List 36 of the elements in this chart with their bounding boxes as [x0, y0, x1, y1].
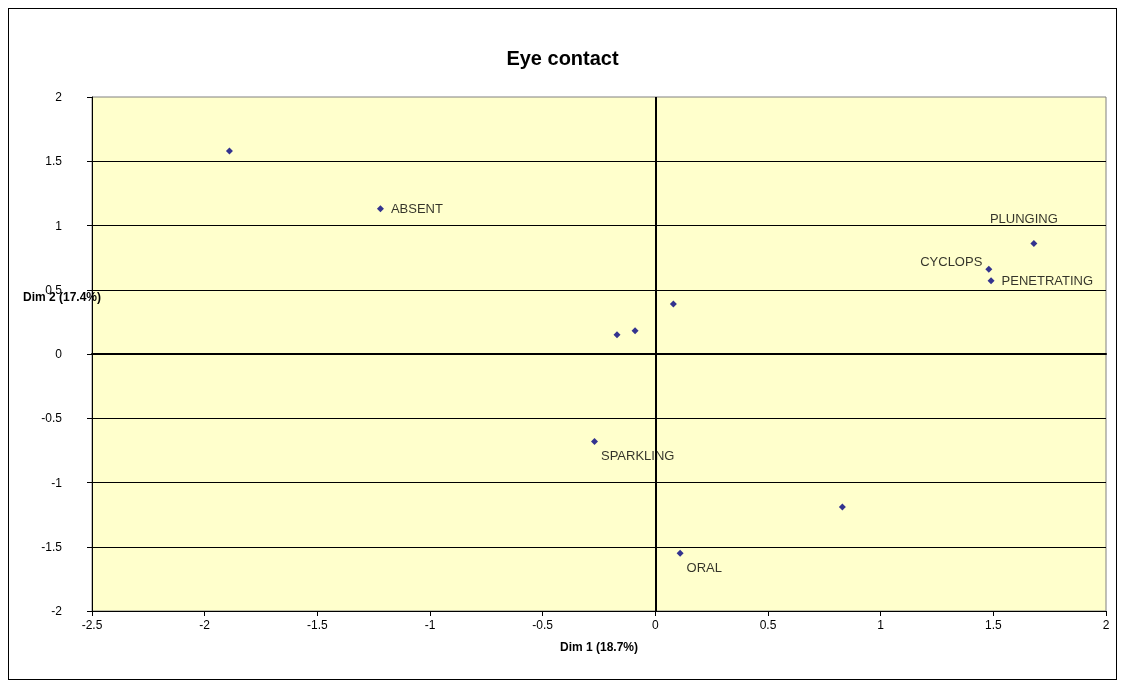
x-tick-label: -1 [424, 618, 436, 632]
x-tick-label: 0 [651, 618, 659, 632]
point [676, 549, 684, 557]
y-tick-label: 0 [55, 347, 63, 361]
point [1030, 239, 1038, 247]
point [613, 331, 621, 339]
y-tick-label: -2 [51, 604, 63, 618]
data-label: CYCLOPS [920, 253, 983, 269]
y-tick-label: -0.5 [41, 411, 63, 426]
x-tick-label: -2.5 [81, 618, 103, 632]
y-tick-label: 2 [55, 90, 63, 104]
point [838, 503, 846, 511]
y-tick-label: -1 [51, 475, 63, 490]
chart-title: Eye contact [506, 47, 619, 69]
point [669, 300, 677, 308]
data-label: ORAL [686, 559, 723, 575]
point [590, 437, 598, 445]
x-axis-title: Dim 1 (18.7%) [559, 640, 639, 654]
y-tick-label: 1 [55, 218, 63, 233]
y-tick-label: 1.5 [45, 154, 63, 169]
point [225, 147, 233, 155]
data-label: PENETRATING [1001, 273, 1094, 289]
x-tick-label: 1.5 [984, 618, 1002, 632]
point [376, 205, 384, 213]
y-tick-label: -1.5 [41, 539, 63, 554]
x-tick-label: -0.5 [532, 618, 554, 632]
x-tick-label: -2 [199, 618, 211, 632]
point [985, 265, 993, 273]
data-label: ABSENT [390, 201, 443, 217]
x-tick-label: -1.5 [306, 618, 328, 632]
point [987, 277, 995, 285]
x-tick-label: 0.5 [759, 618, 777, 632]
x-tick-label: 2 [1102, 618, 1110, 632]
data-label: PLUNGING [989, 210, 1058, 226]
point [631, 327, 639, 335]
x-tick-label: 1 [877, 618, 885, 632]
